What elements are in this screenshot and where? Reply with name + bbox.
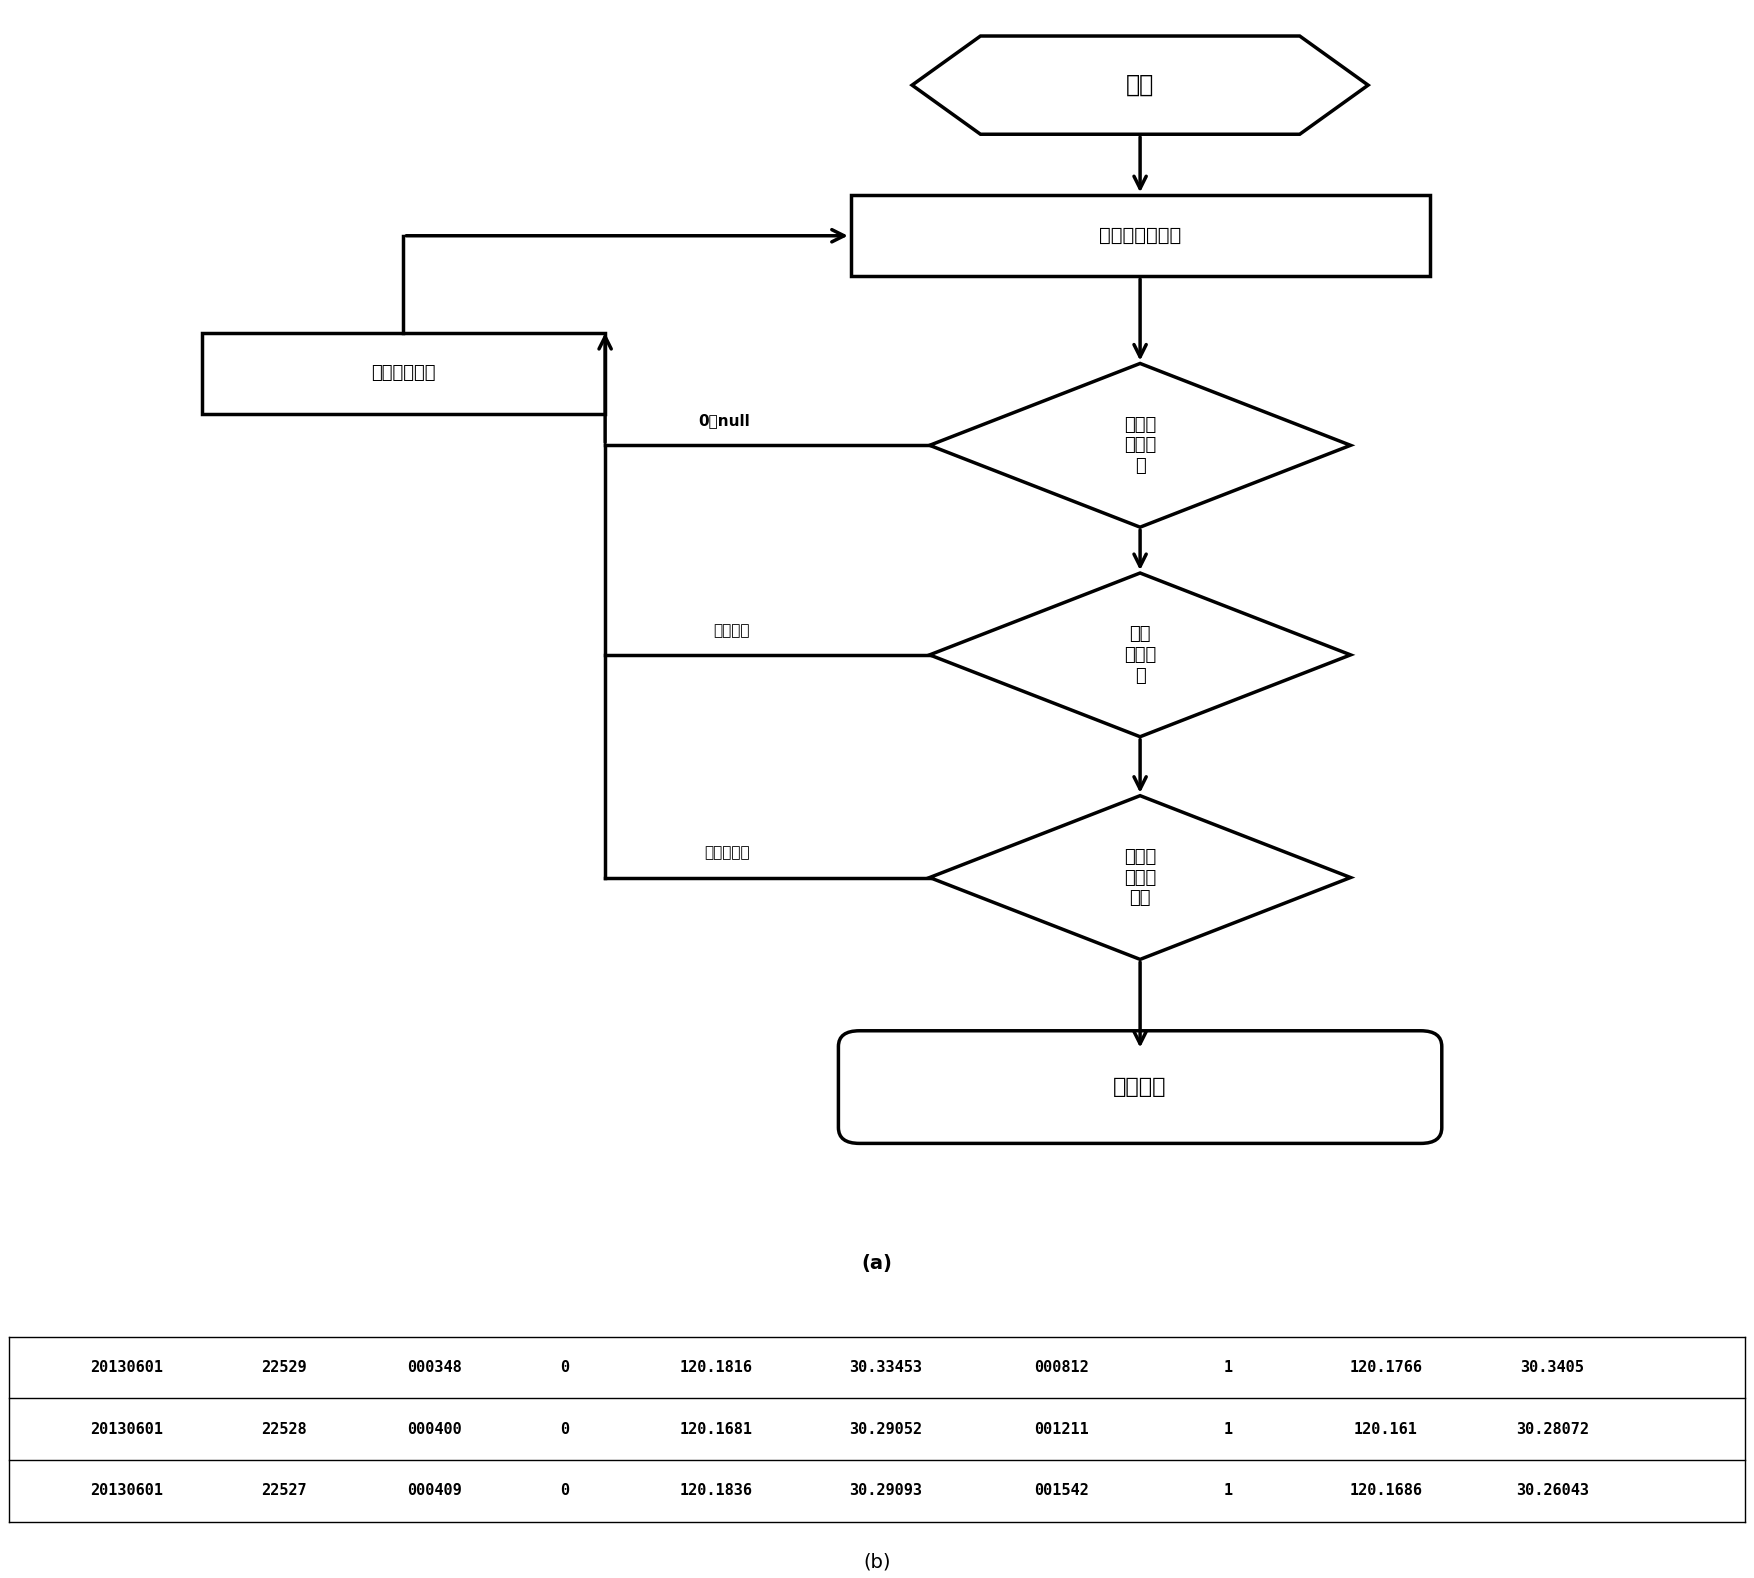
Text: 30.29093: 30.29093 xyxy=(849,1483,923,1499)
Text: 30.33453: 30.33453 xyxy=(849,1360,923,1374)
Text: 30.29052: 30.29052 xyxy=(849,1422,923,1436)
Text: 读取浮动车数据: 读取浮动车数据 xyxy=(1100,226,1180,245)
Text: 120.1816: 120.1816 xyxy=(679,1360,752,1374)
Text: 判断载
客持续
状态: 判断载 客持续 状态 xyxy=(1124,847,1156,907)
Text: 120.161: 120.161 xyxy=(1354,1422,1417,1436)
Text: 非正常状态: 非正常状态 xyxy=(703,846,751,860)
Text: 1: 1 xyxy=(1223,1422,1233,1436)
Bar xyxy=(202,333,605,413)
Text: 1: 1 xyxy=(1223,1483,1233,1499)
Text: 22528: 22528 xyxy=(261,1422,307,1436)
Text: 120.1681: 120.1681 xyxy=(679,1422,752,1436)
Text: 30.28072: 30.28072 xyxy=(1515,1422,1589,1436)
Text: 001542: 001542 xyxy=(1033,1483,1089,1499)
Text: 输出结果: 输出结果 xyxy=(1114,1078,1166,1097)
Text: 0或null: 0或null xyxy=(698,413,751,428)
Text: 判断经
纬度数
据: 判断经 纬度数 据 xyxy=(1124,415,1156,475)
Text: 0: 0 xyxy=(560,1483,570,1499)
Text: 开始: 开始 xyxy=(1126,73,1154,98)
Text: 120.1686: 120.1686 xyxy=(1349,1483,1422,1499)
Text: 120.1836: 120.1836 xyxy=(679,1483,752,1499)
Text: 1: 1 xyxy=(1223,1360,1233,1374)
Text: 000348: 000348 xyxy=(407,1360,463,1374)
Text: 判断
空载状
态: 判断 空载状 态 xyxy=(1124,625,1156,685)
Text: (b): (b) xyxy=(863,1553,891,1572)
Text: 001211: 001211 xyxy=(1033,1422,1089,1436)
Text: 20130601: 20130601 xyxy=(89,1422,163,1436)
Text: 22527: 22527 xyxy=(261,1483,307,1499)
Text: 000409: 000409 xyxy=(407,1483,463,1499)
Text: 20130601: 20130601 xyxy=(89,1360,163,1374)
Bar xyxy=(851,196,1430,276)
Text: 状态错误: 状态错误 xyxy=(714,623,751,638)
Text: 0: 0 xyxy=(560,1360,570,1374)
Text: (a): (a) xyxy=(861,1255,893,1273)
Text: 30.3405: 30.3405 xyxy=(1521,1360,1584,1374)
Text: 删除该条数据: 删除该条数据 xyxy=(372,365,435,382)
Text: 22529: 22529 xyxy=(261,1360,307,1374)
Text: 000400: 000400 xyxy=(407,1422,463,1436)
Text: 0: 0 xyxy=(560,1422,570,1436)
Text: 000812: 000812 xyxy=(1033,1360,1089,1374)
Text: 30.26043: 30.26043 xyxy=(1515,1483,1589,1499)
Text: 120.1766: 120.1766 xyxy=(1349,1360,1422,1374)
Text: 20130601: 20130601 xyxy=(89,1483,163,1499)
